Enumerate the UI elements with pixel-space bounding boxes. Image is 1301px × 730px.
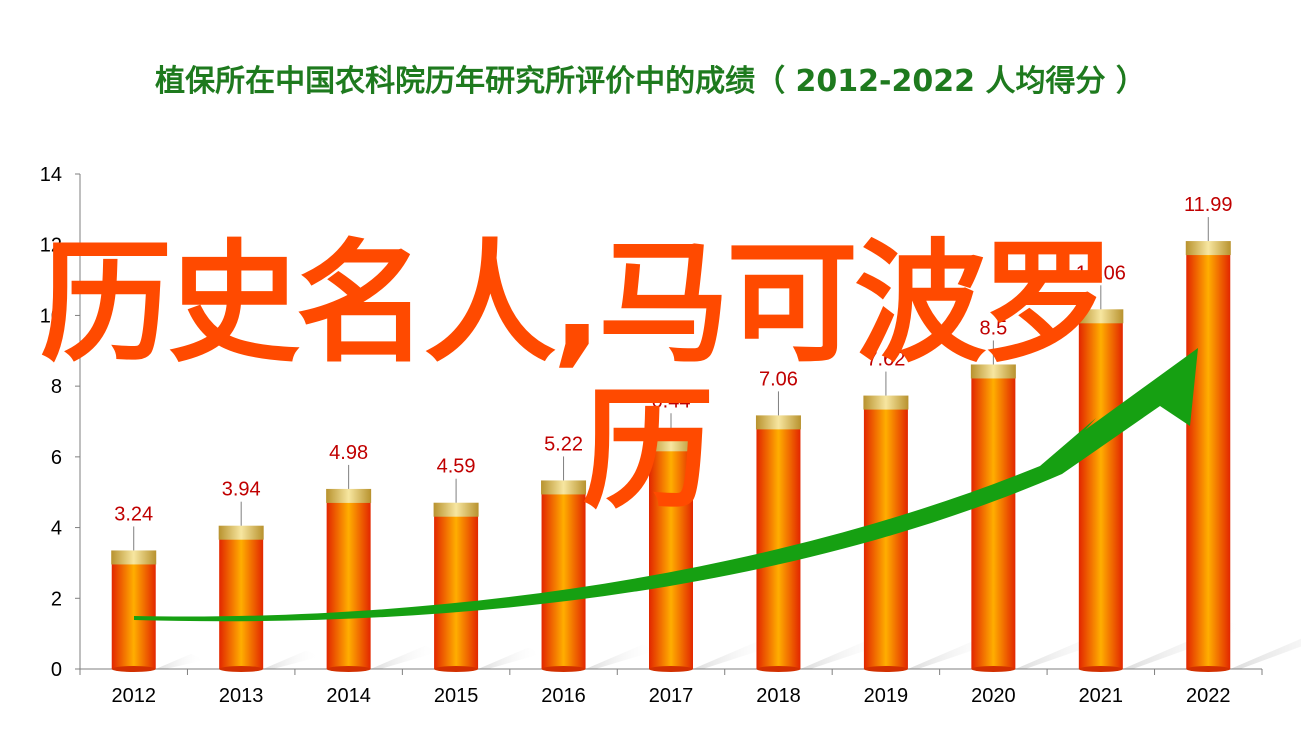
x-tick-label: 2016 — [541, 685, 586, 707]
data-label: 7.62 — [866, 349, 905, 371]
data-label: 11.99 — [1184, 194, 1233, 216]
bar-base — [756, 666, 801, 672]
y-tick-label: 4 — [51, 518, 62, 540]
bar-cap — [755, 415, 801, 430]
data-label: 8.5 — [979, 317, 1007, 339]
bar-base — [971, 666, 1016, 672]
bar-2017 — [649, 441, 693, 669]
bar-shadow — [693, 638, 778, 669]
x-tick-label: 2020 — [971, 685, 1016, 707]
bar-base — [1078, 666, 1123, 672]
x-tick-label: 2021 — [1079, 685, 1124, 707]
data-label: 5.22 — [544, 433, 583, 455]
bar-base — [541, 666, 586, 672]
data-label: 4.98 — [329, 442, 368, 464]
bar-shadow — [263, 650, 321, 669]
data-label: 6.44 — [652, 390, 691, 412]
bar-cap — [1078, 309, 1124, 324]
bar-base — [219, 666, 264, 672]
bar-2020 — [971, 368, 1016, 669]
bar-2022 — [1186, 245, 1231, 669]
overlay-watermark-text-2: 历 — [582, 374, 714, 528]
y-tick-label: 6 — [51, 447, 62, 469]
y-tick-label: 2 — [51, 588, 62, 610]
data-label: 4.59 — [437, 456, 476, 478]
bar-2012 — [111, 554, 156, 669]
bar-cap — [326, 488, 372, 503]
x-tick-label: 2018 — [756, 685, 801, 707]
x-tick-label: 2017 — [649, 685, 694, 707]
x-tick-label: 2022 — [1186, 685, 1231, 707]
bar-shadow — [585, 644, 657, 669]
y-tick-label: 12 — [40, 235, 62, 257]
bar-cap — [863, 395, 909, 410]
bar-2018 — [756, 419, 801, 669]
bar-2016 — [541, 484, 586, 669]
bar-base — [434, 666, 479, 672]
bar-cap — [218, 525, 264, 540]
bar-2013 — [219, 529, 264, 669]
bar-shadow — [155, 653, 206, 669]
bar-2015 — [434, 506, 479, 669]
y-tick-label: 14 — [40, 164, 62, 186]
bar-base — [863, 666, 908, 672]
bar-cap — [648, 437, 694, 452]
bar-cap — [433, 502, 479, 517]
data-label: 3.24 — [114, 503, 153, 525]
data-label: 3.94 — [222, 479, 261, 501]
x-tick-label: 2013 — [219, 685, 264, 707]
data-label: 7.06 — [759, 368, 798, 390]
bar-cap — [541, 480, 587, 495]
bar-base — [111, 666, 156, 672]
bar-cap — [111, 550, 157, 565]
chart-title: 植保所在中国农科院历年研究所评价中的成绩（ 2012-2022 人均得分 ） — [155, 64, 1146, 99]
x-tick-label: 2015 — [434, 685, 479, 707]
bar-base — [326, 666, 371, 672]
x-tick-label: 2012 — [111, 685, 156, 707]
bar-shadow — [370, 645, 439, 669]
x-tick-label: 2019 — [864, 685, 909, 707]
data-label: 10.06 — [1076, 262, 1126, 284]
x-tick-label: 2014 — [326, 685, 371, 707]
bar-cap — [970, 364, 1016, 379]
bar-shadow — [1230, 638, 1301, 669]
bar-cap — [1185, 241, 1231, 256]
y-tick-label: 10 — [40, 305, 62, 327]
y-tick-label: 0 — [51, 659, 62, 681]
bar-2014 — [326, 492, 371, 669]
bar-base — [1186, 666, 1231, 672]
bar-shadow — [478, 647, 543, 669]
overlay-watermark-text: 历史名人,马可波罗 — [40, 227, 1114, 381]
bar-base — [649, 666, 693, 672]
bar-2021 — [1078, 313, 1123, 669]
y-tick-label: 8 — [51, 376, 62, 398]
